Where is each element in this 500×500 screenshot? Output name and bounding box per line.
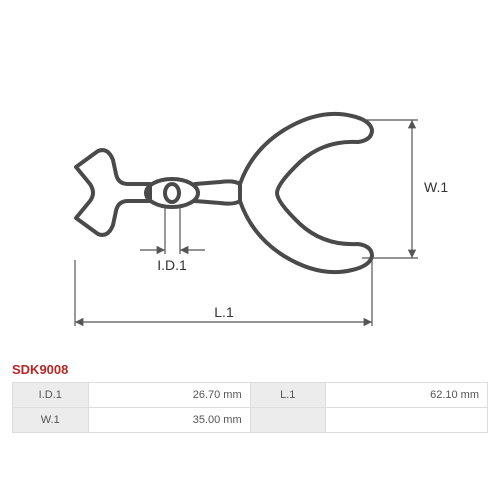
spec-value-id1: 26.70 mm: [88, 383, 250, 408]
table-row: W.1 35.00 mm: [13, 408, 488, 433]
spec-label-l1: L.1: [250, 383, 325, 408]
page-container: L.1 W.1 I.D.1 SDK9008 I.D.1 26.70 mm L.1…: [0, 0, 500, 500]
table-row: I.D.1 26.70 mm L.1 62.10 mm: [13, 383, 488, 408]
drawing-svg: L.1 W.1 I.D.1: [0, 0, 500, 370]
dimension-lines: [75, 120, 418, 326]
technical-drawing: L.1 W.1 I.D.1: [0, 0, 500, 370]
part-number: SDK9008: [12, 362, 68, 377]
part-outline: [76, 114, 372, 272]
label-id1: I.D.1: [157, 257, 187, 273]
spec-empty-label: [250, 408, 325, 433]
spec-empty-value: [325, 408, 487, 433]
spec-value-l1: 62.10 mm: [325, 383, 487, 408]
label-l1: L.1: [214, 304, 234, 320]
spec-value-w1: 35.00 mm: [88, 408, 250, 433]
spec-label-id1: I.D.1: [13, 383, 89, 408]
label-w1: W.1: [424, 179, 448, 195]
spec-label-w1: W.1: [13, 408, 89, 433]
spec-table: I.D.1 26.70 mm L.1 62.10 mm W.1 35.00 mm: [12, 382, 488, 433]
spec-table-container: I.D.1 26.70 mm L.1 62.10 mm W.1 35.00 mm: [12, 382, 488, 433]
